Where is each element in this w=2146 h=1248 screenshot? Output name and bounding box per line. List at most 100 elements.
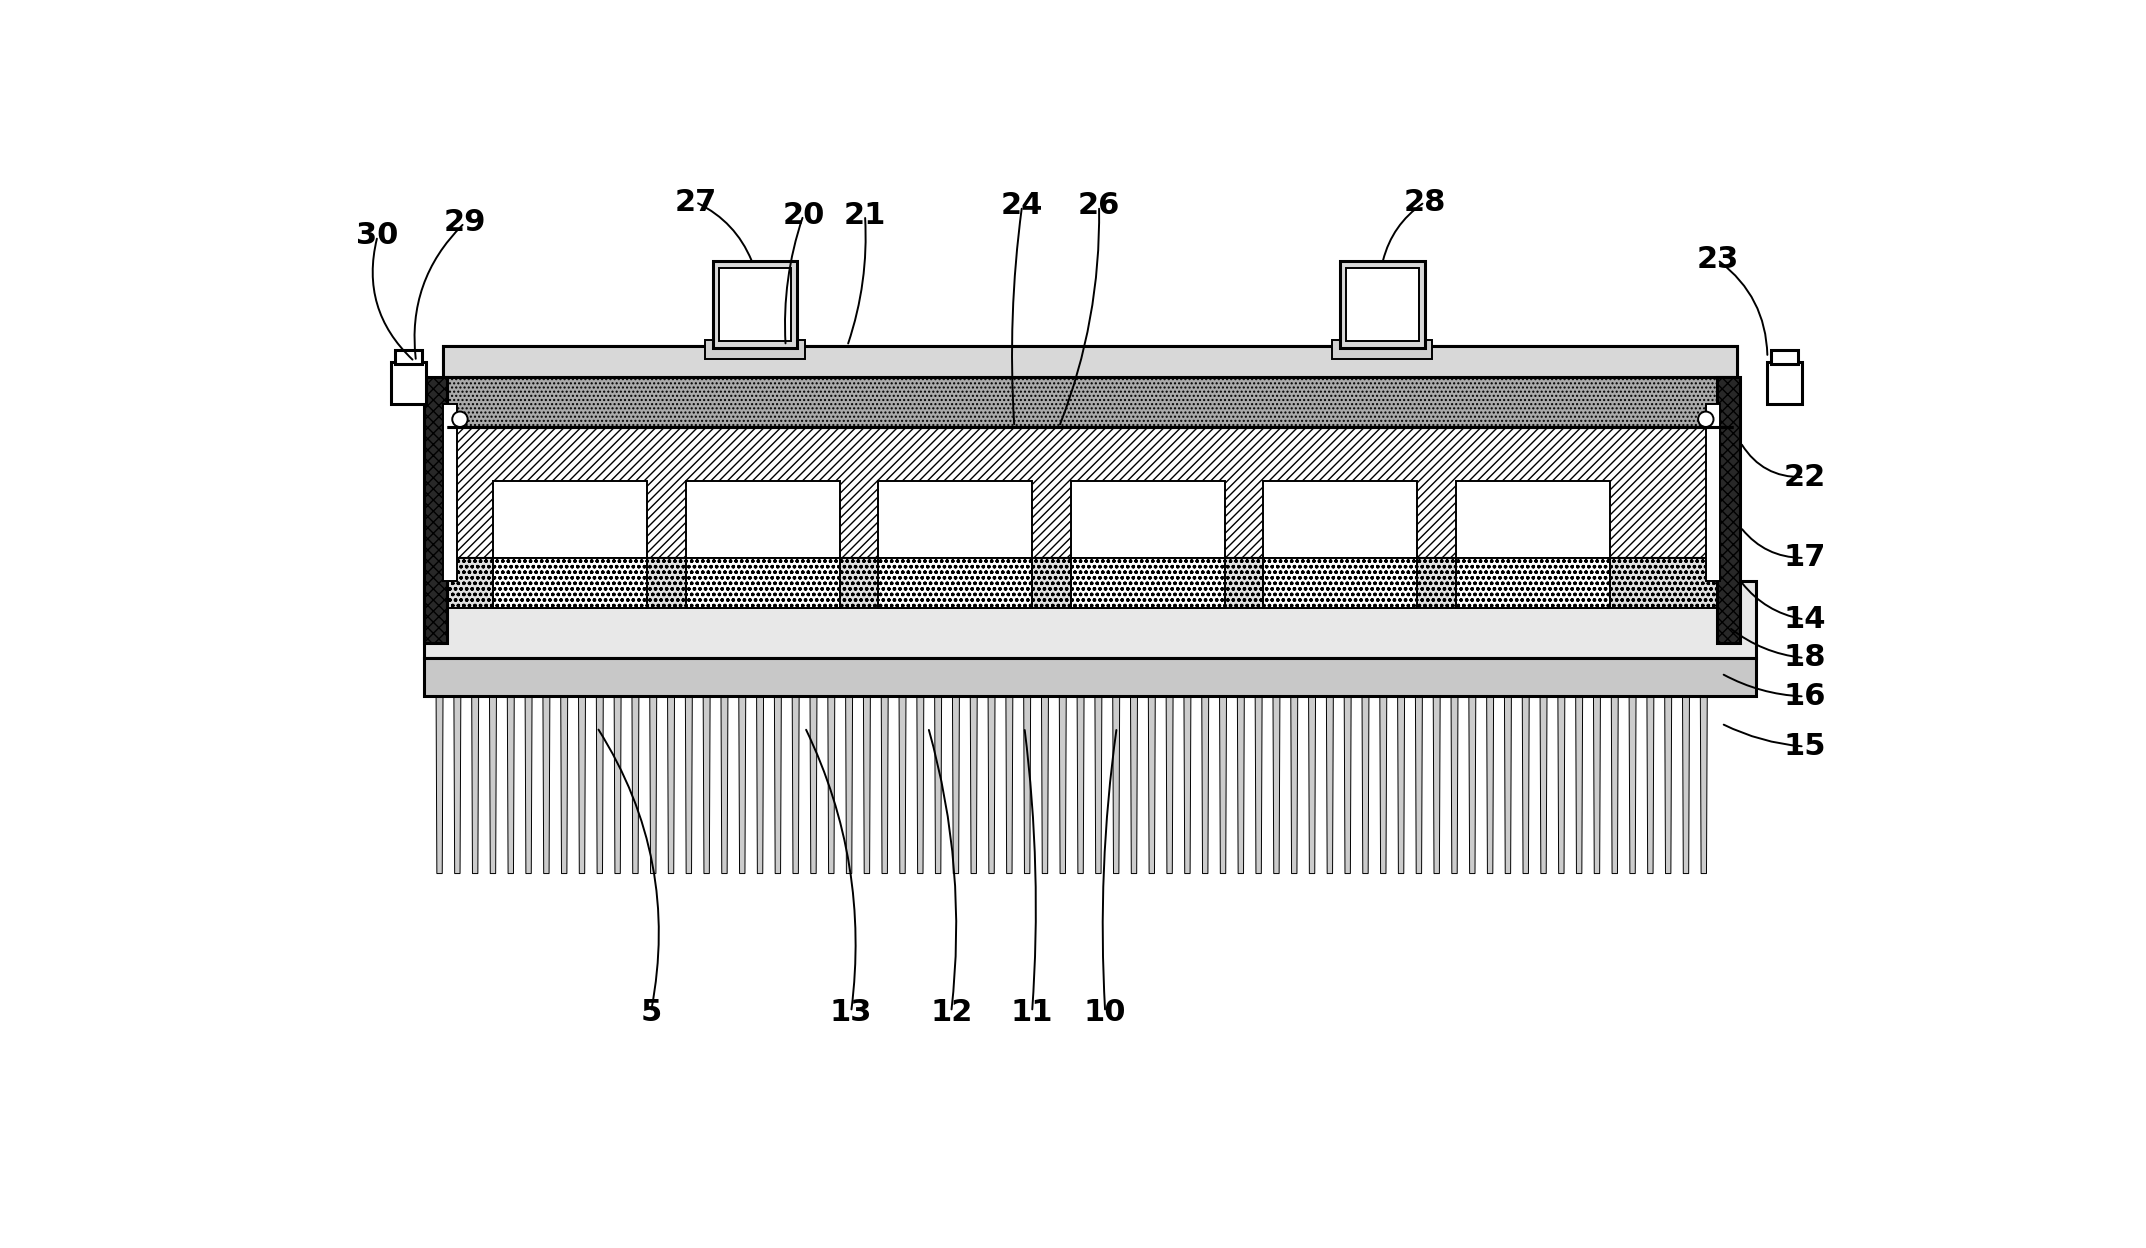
Polygon shape bbox=[597, 696, 603, 874]
Bar bbox=[423, 582, 1755, 658]
Polygon shape bbox=[846, 696, 852, 874]
Polygon shape bbox=[1682, 696, 1689, 874]
Bar bbox=[685, 558, 839, 608]
Polygon shape bbox=[1024, 696, 1030, 874]
Polygon shape bbox=[738, 696, 745, 874]
Bar bbox=[1264, 480, 1416, 558]
Text: 21: 21 bbox=[843, 201, 886, 230]
Polygon shape bbox=[916, 696, 923, 874]
FancyArrowPatch shape bbox=[785, 218, 803, 343]
FancyArrowPatch shape bbox=[1743, 583, 1803, 619]
Bar bbox=[423, 658, 1755, 696]
Polygon shape bbox=[882, 696, 888, 874]
Bar bbox=[442, 404, 457, 582]
Bar bbox=[1339, 261, 1425, 348]
Circle shape bbox=[1697, 412, 1713, 427]
Bar bbox=[719, 267, 792, 342]
Polygon shape bbox=[1468, 696, 1476, 874]
Text: 29: 29 bbox=[444, 208, 485, 237]
Polygon shape bbox=[614, 696, 620, 874]
Polygon shape bbox=[1094, 696, 1101, 874]
Polygon shape bbox=[1594, 696, 1601, 874]
Polygon shape bbox=[489, 696, 496, 874]
Text: 26: 26 bbox=[1077, 191, 1120, 221]
Text: 16: 16 bbox=[1783, 681, 1826, 711]
Bar bbox=[1768, 362, 1803, 404]
Text: 14: 14 bbox=[1783, 605, 1826, 634]
Bar bbox=[1455, 558, 1610, 608]
Polygon shape bbox=[1487, 696, 1494, 874]
Text: 15: 15 bbox=[1783, 733, 1826, 761]
Polygon shape bbox=[1541, 696, 1547, 874]
FancyArrowPatch shape bbox=[1060, 208, 1099, 424]
Polygon shape bbox=[1612, 696, 1618, 874]
Polygon shape bbox=[543, 696, 549, 874]
Text: 23: 23 bbox=[1695, 246, 1738, 275]
Polygon shape bbox=[1006, 696, 1013, 874]
Polygon shape bbox=[792, 696, 798, 874]
Polygon shape bbox=[685, 696, 693, 874]
Text: 30: 30 bbox=[356, 221, 399, 251]
Bar bbox=[1071, 558, 1225, 608]
Polygon shape bbox=[455, 696, 461, 874]
Text: 24: 24 bbox=[1000, 191, 1043, 221]
Text: 27: 27 bbox=[674, 187, 717, 217]
Polygon shape bbox=[1646, 696, 1655, 874]
FancyArrowPatch shape bbox=[697, 203, 751, 261]
FancyArrowPatch shape bbox=[1024, 730, 1037, 1010]
Bar bbox=[446, 427, 1732, 558]
Polygon shape bbox=[1575, 696, 1582, 874]
FancyArrowPatch shape bbox=[929, 730, 957, 1010]
Polygon shape bbox=[436, 696, 442, 874]
Polygon shape bbox=[1114, 696, 1120, 874]
Polygon shape bbox=[809, 696, 818, 874]
FancyArrowPatch shape bbox=[1723, 675, 1803, 696]
Bar bbox=[1770, 349, 1798, 364]
Bar bbox=[1071, 480, 1225, 558]
Polygon shape bbox=[863, 696, 871, 874]
Polygon shape bbox=[1060, 696, 1067, 874]
Circle shape bbox=[453, 412, 468, 427]
Polygon shape bbox=[1185, 696, 1191, 874]
Bar bbox=[442, 558, 1736, 582]
Bar bbox=[1455, 480, 1610, 558]
Polygon shape bbox=[1451, 696, 1457, 874]
FancyArrowPatch shape bbox=[807, 730, 856, 1010]
Polygon shape bbox=[560, 696, 569, 874]
Polygon shape bbox=[1238, 696, 1245, 874]
Bar bbox=[442, 346, 1736, 562]
Bar bbox=[878, 558, 1032, 608]
Polygon shape bbox=[667, 696, 674, 874]
Bar bbox=[1717, 377, 1740, 643]
Polygon shape bbox=[1343, 696, 1352, 874]
Polygon shape bbox=[1665, 696, 1672, 874]
Polygon shape bbox=[1202, 696, 1208, 874]
Polygon shape bbox=[1131, 696, 1137, 874]
Polygon shape bbox=[1219, 696, 1228, 874]
Polygon shape bbox=[1629, 696, 1635, 874]
Bar bbox=[446, 377, 1732, 427]
Text: 13: 13 bbox=[831, 997, 871, 1027]
Polygon shape bbox=[650, 696, 657, 874]
Text: 28: 28 bbox=[1403, 187, 1446, 217]
Polygon shape bbox=[1148, 696, 1155, 874]
Bar bbox=[1346, 267, 1419, 342]
FancyArrowPatch shape bbox=[1743, 529, 1803, 558]
Polygon shape bbox=[506, 696, 515, 874]
Polygon shape bbox=[1700, 696, 1708, 874]
Bar bbox=[685, 480, 839, 558]
Polygon shape bbox=[526, 696, 532, 874]
FancyArrowPatch shape bbox=[373, 238, 412, 359]
Polygon shape bbox=[953, 696, 959, 874]
Text: 20: 20 bbox=[781, 201, 824, 230]
Bar bbox=[712, 261, 796, 348]
Bar bbox=[442, 346, 1736, 377]
FancyArrowPatch shape bbox=[414, 225, 464, 358]
FancyArrowPatch shape bbox=[848, 218, 865, 343]
Polygon shape bbox=[936, 696, 942, 874]
Bar bbox=[494, 558, 648, 608]
Polygon shape bbox=[704, 696, 710, 874]
Text: 5: 5 bbox=[640, 997, 661, 1027]
Polygon shape bbox=[987, 696, 996, 874]
FancyArrowPatch shape bbox=[1382, 203, 1423, 261]
